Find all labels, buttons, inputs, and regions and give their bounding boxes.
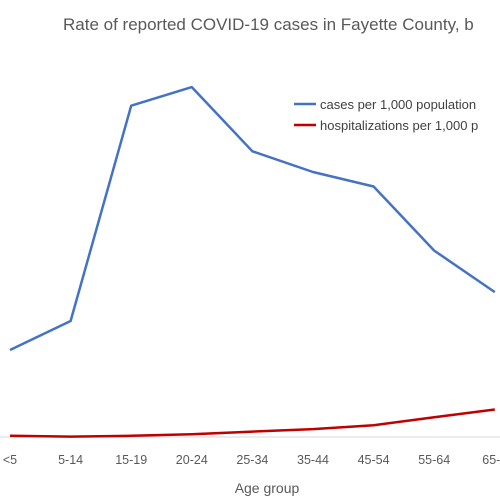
series-layer bbox=[9, 85, 496, 438]
x-tick-label: 5-14 bbox=[58, 453, 83, 467]
x-tick-label: 25-34 bbox=[236, 453, 268, 467]
x-tick-label: 45-54 bbox=[358, 453, 390, 467]
x-tick-label: 55-64 bbox=[418, 453, 450, 467]
x-tick-label: 65-7 bbox=[482, 453, 500, 467]
x-tick-label: 15-19 bbox=[115, 453, 147, 467]
series-line-hospitalizations bbox=[9, 408, 495, 438]
x-tick-labels: <5 5-14 15-19 20-24 25-34 35-44 45-54 55-64 65-7 bbox=[3, 453, 500, 467]
legend-label-hospitalizations: hospitalizations per 1,000 p bbox=[320, 118, 478, 133]
legend-label-cases: cases per 1,000 population bbox=[320, 97, 476, 112]
x-axis-title: Age group bbox=[235, 480, 300, 496]
series-line-cases bbox=[9, 85, 496, 352]
legend: cases per 1,000 population hospitalizati… bbox=[294, 97, 478, 133]
x-tick-label: 35-44 bbox=[297, 453, 329, 467]
chart-title: Rate of reported COVID-19 cases in Fayet… bbox=[63, 15, 474, 34]
x-tick-label: <5 bbox=[3, 453, 17, 467]
x-tick-label: 20-24 bbox=[176, 453, 208, 467]
